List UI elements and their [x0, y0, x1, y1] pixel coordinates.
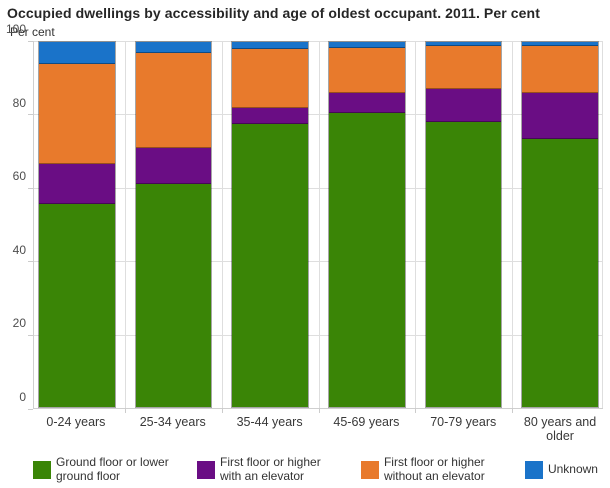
plot-area [33, 41, 603, 413]
bar-segment[interactable] [522, 45, 599, 94]
legend-label: Ground floor or lower ground floor [56, 454, 169, 483]
bar-segment[interactable] [135, 52, 212, 148]
bar-segment[interactable] [522, 138, 599, 407]
bar-stack-45-69-years [328, 41, 406, 408]
legend-item[interactable]: Ground floor or lower ground floor [33, 454, 174, 484]
legend-label: First floor or higher without an elevato… [383, 454, 485, 483]
bar-segment[interactable] [39, 204, 115, 407]
gridline [511, 41, 513, 408]
legend-item[interactable]: Unknown [524, 460, 598, 479]
bar-segment[interactable] [522, 93, 599, 139]
y-tick-label: 100 [5, 22, 26, 36]
legend: Ground floor or lower ground floor First … [33, 454, 598, 484]
gridline [415, 41, 417, 408]
x-tick-mark [415, 408, 417, 413]
chart-title: Occupied dwellings by accessibility and … [7, 5, 540, 21]
bar-segment[interactable] [135, 184, 212, 407]
bar-segment[interactable] [329, 113, 405, 407]
legend-label: First floor or higher with an elevator [219, 454, 321, 483]
y-tick-mark [28, 187, 33, 189]
bar-stack-25-34-years [134, 41, 213, 408]
y-tick-mark [28, 40, 33, 42]
legend-swatch-icon [33, 460, 51, 479]
x-axis-label: 0-24 years [46, 415, 106, 429]
x-axis-label: 45-69 years [333, 415, 400, 429]
legend-label: Unknown [547, 461, 598, 476]
bar-segment[interactable] [425, 89, 502, 123]
x-axis-label: 70-79 years [430, 415, 497, 429]
bar-segment[interactable] [39, 42, 115, 64]
y-tick-mark [28, 334, 33, 336]
y-axis-title: Per cent [10, 25, 55, 39]
y-tick-label: 20 [12, 316, 26, 331]
y-tick-mark [28, 114, 33, 116]
bar-segment[interactable] [425, 45, 502, 90]
y-tick-label: 40 [12, 242, 26, 257]
bar-stack-0-24-years [38, 41, 116, 408]
bar-segment[interactable] [329, 47, 405, 94]
legend-swatch-icon [360, 460, 379, 479]
bar-segment[interactable] [232, 107, 309, 125]
bar-segment[interactable] [39, 63, 115, 165]
legend-item[interactable]: First floor or higher without an elevato… [360, 454, 502, 484]
bar-segment[interactable] [425, 122, 502, 407]
bar-segment[interactable] [232, 124, 309, 407]
plot-row: 0 20 40 60 80 100 [0, 23, 610, 413]
x-tick-mark [318, 408, 320, 413]
x-tick-mark [511, 408, 513, 413]
bar-segment[interactable] [232, 49, 309, 108]
y-tick-label: 0 [19, 390, 26, 404]
bar-stack-35-44-years [231, 41, 310, 408]
bar-segment[interactable] [39, 164, 115, 205]
gridline [221, 41, 223, 408]
y-tick-label: 80 [12, 95, 26, 110]
x-axis-label: 25-34 years [139, 415, 206, 429]
x-axis-label: 80 years and older [523, 415, 597, 444]
x-axis-label: 35-44 years [236, 415, 303, 429]
x-axis-labels: 0-24 years 25-34 years 35-44 years 45-69 ye… [33, 415, 603, 444]
x-tick-mark [125, 408, 127, 413]
y-tick-label: 60 [12, 169, 26, 184]
gridline [602, 41, 603, 408]
bars-row [34, 41, 603, 408]
y-tick-mark [28, 408, 33, 410]
bar-segment[interactable] [135, 147, 212, 185]
y-tick-mark [28, 261, 33, 263]
bar-stack-70-79-years [424, 41, 503, 408]
bar-segment[interactable] [329, 93, 405, 114]
bar-segment[interactable] [232, 42, 309, 50]
bar-segment[interactable] [425, 42, 502, 46]
gridline [125, 41, 127, 408]
bar-stack-80-years-and-older [521, 41, 600, 408]
legend-swatch-icon [524, 460, 543, 479]
bar-segment[interactable] [135, 42, 212, 53]
legend-swatch-icon [196, 460, 215, 479]
x-tick-mark [221, 408, 223, 413]
y-axis: 0 20 40 60 80 100 [0, 23, 33, 410]
bar-segment[interactable] [522, 42, 599, 46]
legend-item[interactable]: First floor or higher with an elevator [196, 454, 338, 484]
gridline [318, 41, 320, 408]
bar-segment[interactable] [329, 42, 405, 48]
